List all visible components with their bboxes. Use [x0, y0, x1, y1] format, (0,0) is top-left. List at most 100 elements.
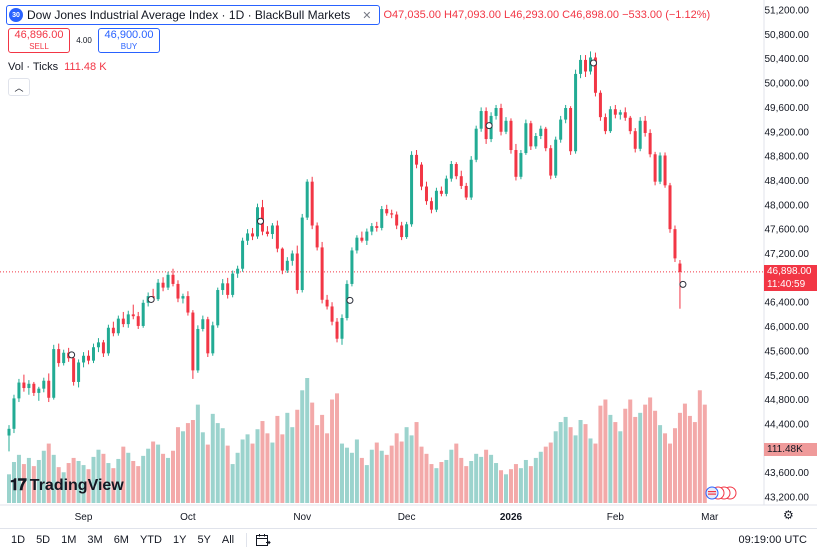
timeframe-6m[interactable]: 6M: [113, 533, 129, 546]
timeframe-1y[interactable]: 1Y: [172, 533, 187, 546]
volume-bar: [399, 441, 404, 503]
volume-bar: [41, 450, 46, 503]
candle-body: [360, 237, 364, 241]
candle-body: [280, 248, 284, 271]
candle-body: [623, 112, 627, 118]
volume-bar: [295, 409, 300, 503]
volume-bar: [444, 459, 449, 503]
volume-bar: [608, 414, 613, 503]
volume-bar: [648, 397, 653, 503]
timeframe-5y[interactable]: 5Y: [197, 533, 211, 546]
timeframe-1d[interactable]: 1D: [11, 533, 26, 546]
volume-bar: [573, 435, 578, 503]
y-tick-label: 50,400.00: [765, 54, 810, 65]
timeframe-all[interactable]: All: [221, 533, 235, 546]
candle-body: [141, 302, 145, 326]
volume-bar: [26, 457, 31, 503]
volume-bar: [414, 422, 419, 503]
volume-bar: [31, 466, 36, 503]
volume-bar: [116, 458, 121, 503]
timeframe-3m[interactable]: 3M: [87, 533, 103, 546]
buy-button[interactable]: 46,900.00 BUY: [98, 28, 160, 53]
sell-button[interactable]: 46,896.00 SELL: [8, 28, 70, 53]
volume-bar: [151, 441, 156, 503]
symbol-box[interactable]: 30 Dow Jones Industrial Average Index · …: [6, 5, 381, 25]
volume-bar: [81, 465, 86, 503]
spread-value: 4.00: [76, 36, 92, 45]
y-tick-label: 49,600.00: [765, 103, 810, 114]
events-flags-icon[interactable]: [704, 486, 740, 500]
volume-bar: [518, 468, 523, 503]
volume-bar: [280, 434, 285, 503]
candle-body: [663, 155, 667, 186]
calendar-range-icon[interactable]: [255, 533, 271, 547]
candle-body: [380, 209, 384, 228]
volume-bar: [603, 399, 608, 503]
candle-body: [454, 164, 458, 177]
volume-bar: [454, 443, 459, 503]
volume-bar: [136, 466, 141, 503]
candle-body: [136, 316, 140, 326]
volume-bar: [275, 415, 280, 503]
candle-body: [176, 283, 180, 299]
candle-body: [673, 229, 677, 259]
volume-bar: [419, 446, 424, 503]
volume-legend-label: Vol · Ticks: [8, 61, 59, 73]
candle-body: [82, 355, 86, 363]
volume-bar: [230, 464, 235, 503]
volume-bar: [61, 472, 66, 503]
volume-bar: [658, 425, 663, 503]
price-chart[interactable]: 51,200.00 50,800.00 50,400.00 50,000.00 49,6…: [0, 0, 817, 528]
candle-body: [385, 209, 389, 214]
timeframe-ytd[interactable]: YTD: [139, 533, 162, 546]
volume-bar: [156, 444, 161, 503]
volume-bar: [677, 412, 682, 503]
candle-body: [564, 108, 568, 120]
candle-body: [449, 164, 453, 179]
volume-legend[interactable]: Vol · Ticks 111.48 K: [8, 61, 107, 73]
bar-countdown-label: 11:40:59: [767, 279, 806, 290]
candle-body: [305, 181, 309, 218]
candle-body: [554, 139, 558, 176]
candle-body: [62, 352, 66, 364]
buy-label: BUY: [120, 42, 138, 51]
utc-clock[interactable]: 09:19:00 UTC: [738, 533, 807, 546]
candle-body: [613, 109, 617, 115]
low-value: 46,293.00: [510, 9, 560, 21]
candle-body: [559, 119, 563, 140]
timeframe-1m[interactable]: 1M: [61, 533, 77, 546]
volume-bar: [653, 410, 658, 503]
candle-body: [325, 299, 329, 307]
y-tick-label: 50,800.00: [765, 30, 810, 41]
volume-bar: [354, 439, 359, 503]
timeframe-5d[interactable]: 5D: [36, 533, 51, 546]
volume-bar: [46, 443, 51, 503]
candle-body: [678, 263, 682, 272]
close-icon[interactable]: ✕: [362, 9, 372, 22]
volume-bar: [16, 454, 21, 503]
volume-bar: [613, 422, 618, 503]
volume-bar: [161, 453, 166, 503]
tradingview-logo[interactable]: 𝟏𝟕 TradingView: [10, 477, 124, 495]
candle-body: [628, 117, 632, 132]
volume-bar: [305, 378, 310, 503]
volume-bar: [434, 468, 439, 503]
tradingview-mark-icon: 𝟏𝟕: [10, 477, 27, 494]
candle-body: [350, 250, 354, 284]
symbol-logo-icon: 30: [9, 8, 23, 22]
volume-bar: [494, 463, 499, 503]
volume-bar: [91, 456, 96, 503]
volume-bar: [379, 450, 384, 503]
volume-bar: [464, 466, 469, 503]
gear-icon[interactable]: ⚙: [783, 508, 794, 522]
candle-body: [121, 318, 125, 325]
candle-body: [37, 388, 41, 393]
candle-body: [569, 108, 573, 152]
symbol-title[interactable]: Dow Jones Industrial Average Index · 1D …: [27, 8, 351, 22]
candle-body: [534, 136, 538, 147]
collapse-legend-button[interactable]: ︿: [8, 78, 30, 96]
candle-body: [355, 237, 359, 251]
volume-bar: [210, 413, 215, 503]
event-marker: [679, 280, 687, 288]
y-tick-label: 47,600.00: [765, 225, 810, 236]
